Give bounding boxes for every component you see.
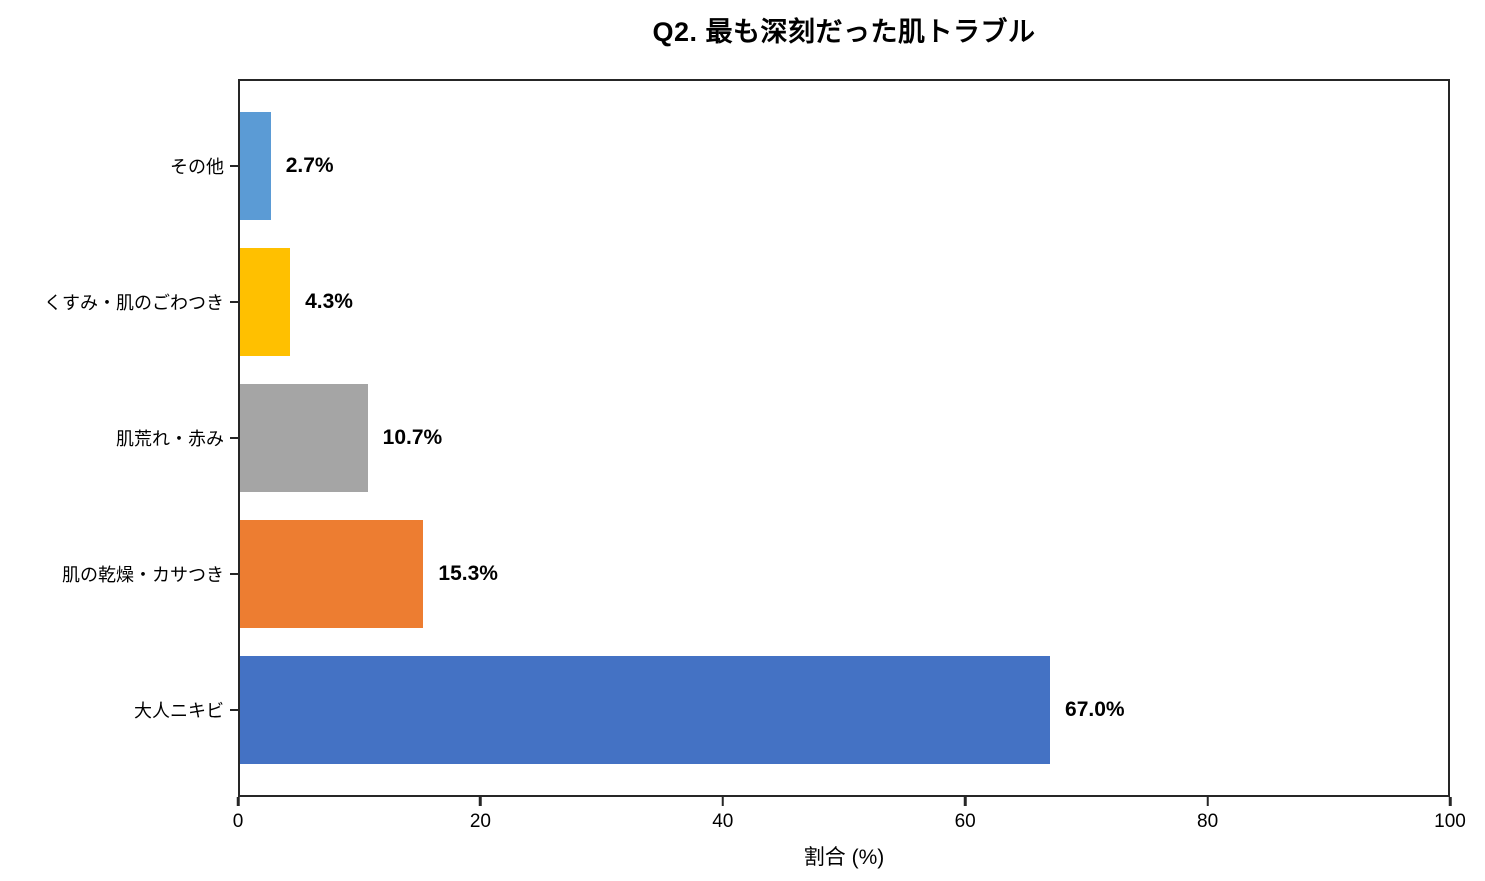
y-tick-mark: [230, 572, 238, 576]
x-tick-label: 100: [1434, 811, 1466, 832]
x-tick-mark: [1206, 797, 1209, 806]
value-label: 15.3%: [438, 561, 498, 585]
value-label: 2.7%: [285, 154, 334, 178]
y-tick-mark: [230, 300, 238, 304]
category-label: 大人ニキビ: [134, 700, 224, 721]
x-tick-label: 20: [469, 811, 491, 832]
x-tick-mark: [479, 797, 482, 806]
bar: [238, 655, 1051, 765]
chart-title: Q2. 最も深刻だった肌トラブル: [652, 17, 1036, 47]
x-tick-label: 0: [232, 811, 244, 832]
x-axis-label: 割合 (%): [803, 846, 885, 869]
category-label: 肌荒れ・赤み: [116, 429, 224, 449]
x-tick-label: 80: [1197, 811, 1219, 832]
bar: [238, 519, 424, 629]
x-tick-label: 60: [954, 811, 976, 832]
bar: [238, 111, 271, 221]
bar: [238, 247, 291, 357]
x-tick-mark: [1448, 797, 1452, 806]
value-label: 67.0%: [1065, 697, 1125, 721]
y-tick-mark: [230, 164, 238, 168]
y-tick-mark: [230, 436, 238, 440]
x-tick-mark: [236, 797, 240, 806]
category-label: くすみ・肌のごわつき: [44, 293, 224, 313]
x-tick-label: 40: [712, 811, 734, 832]
category-label: その他: [170, 157, 224, 178]
value-label: 10.7%: [382, 426, 443, 449]
y-tick-mark: [230, 708, 238, 712]
value-label: 4.3%: [305, 290, 353, 313]
x-tick-mark: [721, 797, 725, 806]
category-label: 肌の乾燥・カサつき: [62, 564, 224, 585]
plot-area: 割合 (%) その他 2.7% くすみ・肌のごわつき 4.3% 肌荒れ・赤み 10.7% 肌…: [44, 79, 1466, 869]
x-tick-mark: [963, 797, 967, 806]
bar: [238, 383, 368, 493]
